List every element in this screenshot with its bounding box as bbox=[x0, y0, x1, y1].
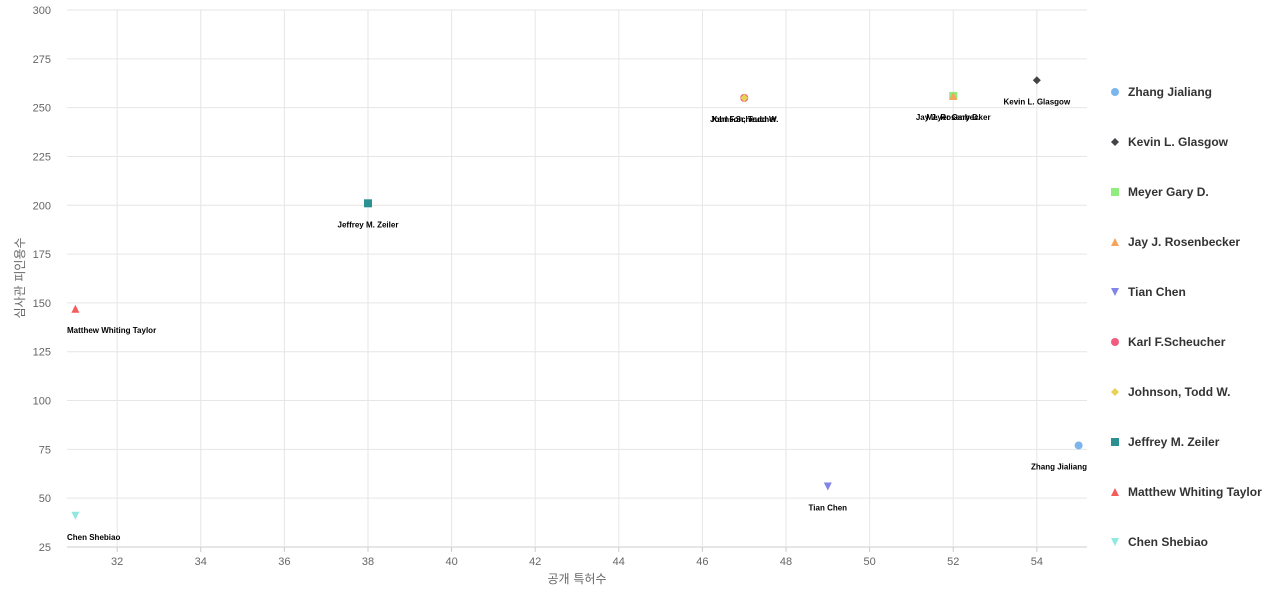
legend-label: Kevin L. Glasgow bbox=[1128, 135, 1229, 149]
data-label: Jay J. Rosenbecker bbox=[916, 113, 991, 122]
y-tick-label: 175 bbox=[33, 249, 51, 261]
y-tick-label: 100 bbox=[33, 396, 51, 408]
y-tick-label: 300 bbox=[33, 5, 51, 17]
x-tick-label: 48 bbox=[780, 556, 792, 568]
x-tick-label: 40 bbox=[445, 556, 457, 568]
x-tick-label: 42 bbox=[529, 556, 541, 568]
legend-marker bbox=[1111, 288, 1119, 296]
legend-marker bbox=[1111, 138, 1119, 146]
x-tick-label: 54 bbox=[1031, 556, 1043, 568]
data-point bbox=[363, 199, 372, 208]
data-point bbox=[949, 91, 958, 100]
legend: Zhang Jialiang Kevin L. Glasgow Meyer Gary… bbox=[1111, 85, 1262, 549]
data-points bbox=[71, 76, 1083, 520]
legend-marker bbox=[1111, 488, 1119, 496]
data-label: Matthew Whiting Taylor bbox=[67, 326, 156, 335]
axis-ticks: 25 50 75 100 125 150 175 200 225 250 275 300 32 34 36 3… bbox=[33, 5, 1043, 568]
y-tick-label: 75 bbox=[39, 444, 51, 456]
point-labels: Zhang Jialiang Kevin L. Glasgow Meyer Gary… bbox=[67, 97, 1087, 541]
data-label: Kevin L. Glasgow bbox=[1003, 97, 1070, 106]
data-label: Meyer Gary D. bbox=[926, 113, 980, 122]
y-tick-label: 250 bbox=[33, 103, 51, 115]
legend-marker bbox=[1111, 88, 1119, 96]
y-tick-label: 125 bbox=[33, 347, 51, 359]
legend-label: Matthew Whiting Taylor bbox=[1128, 485, 1262, 499]
x-tick-label: 34 bbox=[195, 556, 207, 568]
legend-label: Karl F.Scheucher bbox=[1128, 335, 1226, 349]
data-point bbox=[823, 482, 832, 491]
y-tick-label: 150 bbox=[33, 298, 51, 310]
data-label: Zhang Jialiang bbox=[1031, 462, 1087, 471]
y-tick-label: 25 bbox=[39, 542, 51, 554]
legend-marker bbox=[1111, 338, 1119, 346]
x-tick-label: 44 bbox=[613, 556, 625, 568]
data-label: Chen Shebiao bbox=[67, 533, 120, 542]
data-label: Tian Chen bbox=[809, 503, 848, 512]
legend-marker bbox=[1111, 438, 1119, 446]
x-tick-label: 36 bbox=[278, 556, 290, 568]
x-tick-label: 50 bbox=[863, 556, 875, 568]
legend-marker bbox=[1111, 238, 1119, 246]
x-tick-label: 38 bbox=[362, 556, 374, 568]
y-tick-label: 50 bbox=[39, 493, 51, 505]
data-point bbox=[740, 93, 749, 102]
data-label: Jeffrey M. Zeiler bbox=[338, 220, 399, 229]
data-point bbox=[1074, 441, 1083, 450]
legend-label: Zhang Jialiang bbox=[1128, 85, 1212, 99]
data-point bbox=[1032, 76, 1041, 85]
data-point bbox=[71, 304, 80, 313]
y-axis-title: 심사관 피인용수 bbox=[13, 237, 27, 318]
legend-marker bbox=[1111, 188, 1119, 196]
y-tick-label: 275 bbox=[33, 54, 51, 66]
x-tick-label: 32 bbox=[111, 556, 123, 568]
data-label: Karl F.Scheucher bbox=[712, 115, 777, 124]
data-point bbox=[71, 511, 80, 520]
legend-label: Johnson, Todd W. bbox=[1128, 385, 1230, 399]
legend-marker bbox=[1111, 538, 1119, 546]
legend-label: Tian Chen bbox=[1128, 285, 1186, 299]
x-tick-label: 52 bbox=[947, 556, 959, 568]
grid-lines bbox=[67, 9, 1087, 552]
legend-label: Jay J. Rosenbecker bbox=[1128, 235, 1240, 249]
y-tick-label: 225 bbox=[33, 151, 51, 163]
x-tick-label: 46 bbox=[696, 556, 708, 568]
y-tick-label: 200 bbox=[33, 200, 51, 212]
legend-label: Chen Shebiao bbox=[1128, 535, 1208, 549]
legend-marker bbox=[1111, 388, 1119, 396]
legend-label: Meyer Gary D. bbox=[1128, 185, 1209, 199]
legend-label: Jeffrey M. Zeiler bbox=[1128, 435, 1220, 449]
x-axis-title: 공개 특허수 bbox=[547, 572, 606, 586]
data-label: Johnson, Todd W. bbox=[710, 115, 778, 124]
